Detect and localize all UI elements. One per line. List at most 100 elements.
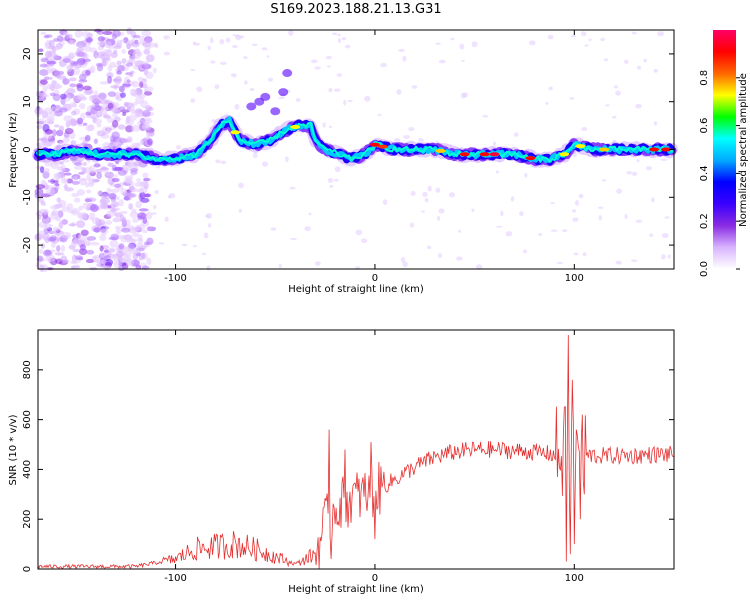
noise-blob — [202, 252, 207, 256]
noise-blob — [97, 45, 104, 51]
noise-blob — [90, 107, 98, 115]
noise-blob — [145, 132, 151, 138]
noise-blob — [164, 216, 169, 222]
noise-blob — [597, 206, 604, 209]
noise-blob — [68, 223, 77, 227]
noise-blob — [613, 85, 619, 89]
noise-blob — [645, 166, 652, 171]
noise-blob — [141, 30, 152, 37]
noise-blob — [304, 226, 311, 232]
noise-blob — [110, 85, 120, 89]
colorbar-tick-label: 0.0 — [699, 261, 710, 277]
noise-blob — [333, 178, 339, 182]
noise-blob — [450, 37, 455, 41]
noise-blob — [39, 63, 48, 68]
ridge-hotspot — [489, 152, 500, 157]
noise-blob — [398, 48, 405, 53]
y-tick-label: 0 — [22, 566, 33, 572]
noise-blob — [100, 107, 108, 116]
noise-blob — [131, 226, 141, 233]
snr-panel: -100 0 100 0 200 400 600 800 Height of straigh… — [8, 329, 675, 595]
noise-blob — [104, 259, 114, 266]
noise-blob — [147, 106, 154, 112]
ridge-hotspot — [230, 130, 241, 135]
noise-blob — [244, 80, 248, 85]
noise-blob — [513, 132, 519, 137]
noise-blob — [77, 212, 82, 219]
noise-blob — [101, 59, 107, 67]
noise-blob — [547, 34, 554, 40]
noise-blob — [113, 183, 122, 188]
noise-blob — [82, 202, 90, 210]
noise-blob — [334, 166, 341, 173]
noise-blob — [73, 197, 81, 203]
noise-blob — [154, 44, 159, 48]
noise-blob — [82, 161, 87, 166]
noise-blob — [402, 55, 407, 62]
noise-blob — [131, 218, 139, 223]
noise-blob — [343, 99, 347, 106]
noise-blob — [140, 252, 148, 260]
ridge-hotspot — [649, 147, 660, 152]
noise-blob — [460, 92, 466, 99]
noise-blob — [643, 58, 648, 63]
noise-blob — [35, 184, 46, 190]
noise-blob — [115, 196, 120, 200]
noise-blob — [119, 210, 128, 215]
noise-blob — [550, 202, 555, 205]
noise-blob — [438, 208, 445, 214]
colorbar-label: Normalized spectral amplitude — [738, 73, 749, 227]
noise-blob — [117, 124, 126, 130]
noise-blob — [167, 195, 172, 199]
colorbar-gradient — [713, 30, 736, 269]
noise-blob — [81, 211, 87, 220]
noise-blob — [95, 168, 103, 174]
noise-blob — [108, 236, 118, 241]
noise-blob — [146, 237, 154, 245]
noise-blob — [107, 247, 115, 252]
noise-blob — [181, 243, 188, 247]
noise-blob — [99, 203, 109, 209]
noise-blob — [39, 166, 45, 174]
noise-blob — [63, 31, 69, 36]
noise-blob — [573, 252, 579, 256]
ridge-hotspot — [559, 152, 570, 157]
y-tick-label: -20 — [22, 237, 33, 253]
noise-blob — [136, 178, 141, 182]
noise-blob — [327, 65, 331, 68]
noise-blob — [203, 232, 209, 239]
noise-blob — [38, 197, 44, 203]
x-tick-label: -100 — [164, 273, 187, 284]
noise-blob — [99, 245, 104, 252]
noise-blob — [58, 125, 65, 132]
noise-blob — [138, 208, 149, 212]
noise-blob — [132, 93, 142, 98]
noise-blob — [99, 81, 110, 85]
noise-blob — [129, 73, 134, 78]
noise-blob — [114, 225, 121, 230]
noise-blob — [100, 197, 110, 205]
noise-blob — [137, 234, 143, 242]
noise-blob — [482, 114, 489, 118]
noise-blob — [131, 208, 137, 214]
noise-blob — [76, 117, 84, 125]
noise-blob — [70, 260, 78, 265]
noise-blob — [93, 138, 98, 145]
noise-blob — [289, 186, 296, 190]
noise-blob — [67, 39, 73, 46]
noise-blob — [584, 44, 589, 47]
noise-blob — [110, 174, 119, 178]
noise-blob — [56, 197, 62, 203]
noise-blob — [661, 254, 666, 260]
noise-blob — [598, 215, 603, 221]
noise-blob — [417, 138, 424, 143]
noise-blob — [336, 73, 342, 77]
noise-blob — [102, 30, 113, 35]
noise-blob — [624, 59, 629, 65]
noise-blob — [207, 223, 212, 228]
noise-blob — [130, 173, 135, 177]
noise-blob — [94, 54, 102, 59]
noise-blob — [120, 92, 126, 98]
noise-blob — [139, 93, 146, 99]
noise-blob — [67, 209, 78, 214]
